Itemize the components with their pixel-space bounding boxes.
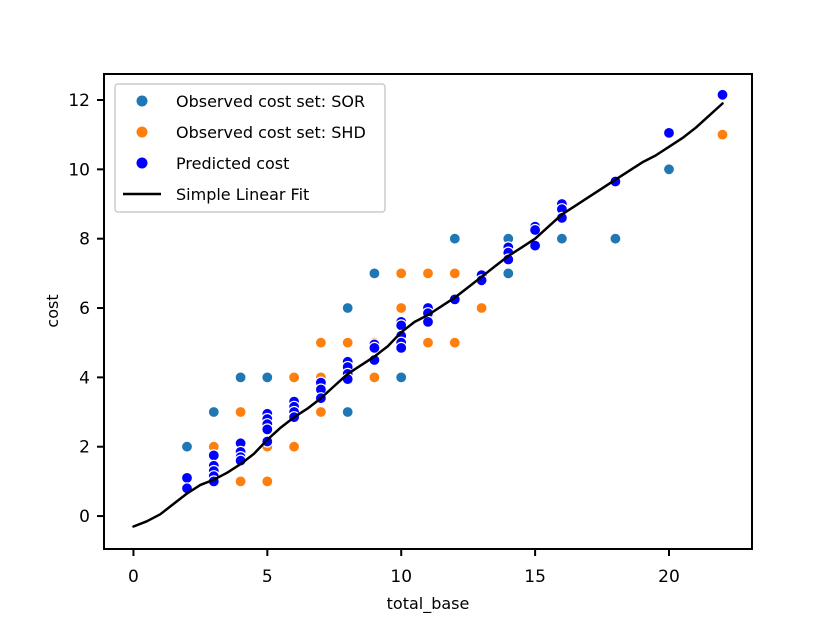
legend: Observed cost set: SOR Observed cost set:…	[114, 83, 386, 213]
sor-point	[395, 371, 408, 384]
predicted-point	[528, 223, 542, 237]
x-tick-label: 10	[390, 567, 412, 587]
shd-point	[368, 371, 381, 384]
predicted-point	[716, 88, 729, 101]
sor-point	[261, 371, 274, 384]
x-tick-label: 0	[128, 567, 139, 587]
y-tick-label: 8	[79, 230, 90, 250]
shd-point	[288, 440, 301, 453]
legend-label: Observed cost set: SHD	[176, 123, 366, 142]
shd-point	[234, 475, 247, 488]
sor-point	[180, 440, 194, 453]
legend-label: Observed cost set: SOR	[176, 92, 365, 111]
shd-point	[314, 336, 327, 349]
sor-point	[341, 405, 354, 419]
legend-marker-swatch	[136, 126, 148, 138]
axes: 0 5 10 15 20 0 2 4 6 8 10 12	[68, 91, 679, 587]
predicted-point	[180, 471, 194, 484]
sor-point	[341, 301, 354, 315]
predicted-point	[207, 449, 220, 462]
y-tick-label: 4	[79, 368, 90, 388]
shd-point	[475, 301, 488, 315]
predicted-point	[368, 341, 381, 354]
shd-point	[288, 371, 301, 384]
sor-point	[368, 267, 381, 280]
shd-point	[261, 475, 274, 488]
y-tick-label: 10	[68, 160, 90, 180]
shd-point	[314, 405, 327, 419]
shd-point	[234, 405, 247, 419]
predicted-point	[395, 341, 408, 354]
plot-data	[132, 88, 729, 528]
shd-point	[421, 267, 435, 280]
sor-point	[207, 405, 220, 419]
shd-point	[421, 336, 435, 349]
sor-point	[448, 232, 461, 245]
sor-point	[234, 371, 247, 384]
legend-label: Predicted cost	[176, 154, 289, 173]
shd-point	[395, 267, 408, 280]
shd-point	[448, 267, 461, 280]
x-tick-label: 5	[262, 567, 273, 587]
shd-point	[395, 301, 408, 315]
sor-point-series	[180, 163, 676, 453]
x-tick-label: 15	[524, 567, 546, 587]
y-axis-title: cost	[43, 294, 62, 327]
legend-box	[114, 83, 386, 213]
x-axis-title: total_base	[387, 594, 470, 614]
plot-frame	[103, 73, 753, 550]
x-tick-label: 20	[658, 567, 680, 587]
y-tick-label: 6	[79, 299, 90, 319]
legend-marker-swatch	[136, 95, 148, 107]
linear-fit-line	[132, 102, 724, 528]
sor-point	[609, 232, 622, 245]
y-tick-label: 0	[79, 507, 90, 527]
y-tick-label: 12	[68, 91, 90, 111]
y-tick-label: 2	[79, 438, 90, 458]
predicted-point	[662, 126, 676, 139]
shd-point	[716, 128, 729, 141]
shd-point	[448, 336, 461, 349]
sor-point	[662, 163, 676, 176]
shd-point	[341, 336, 354, 349]
predicted-point	[261, 423, 274, 436]
sor-point	[555, 232, 569, 245]
sor-point	[502, 267, 515, 280]
legend-label: Simple Linear Fit	[176, 185, 309, 204]
legend-marker-swatch	[136, 157, 148, 169]
